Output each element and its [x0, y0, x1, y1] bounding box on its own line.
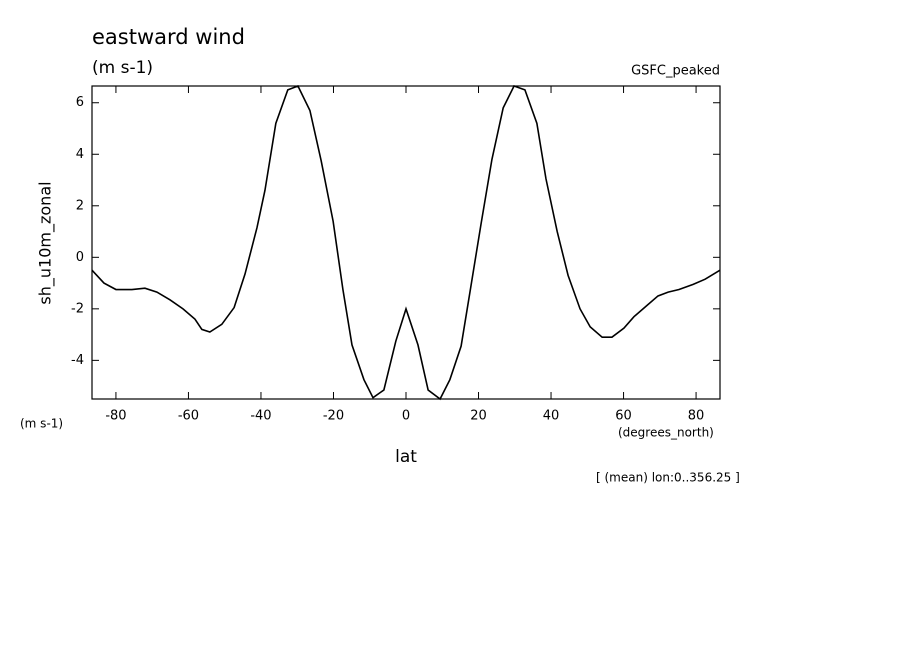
y-tick-label: 6 — [76, 95, 84, 110]
dataset-label: GSFC_peaked — [631, 64, 720, 79]
y-tick-label: 4 — [76, 147, 84, 162]
y-tick-label: 0 — [76, 250, 84, 265]
x-tick-label: 0 — [402, 409, 410, 424]
x-tick-label: -40 — [250, 409, 271, 424]
data-line — [91, 84, 721, 401]
chart-subtitle: (m s-1) — [92, 58, 153, 78]
x-tick-label: 80 — [688, 409, 705, 424]
plot-frame — [91, 85, 721, 400]
x-tick-label: -60 — [178, 409, 199, 424]
y-units: (m s-1) — [20, 417, 63, 431]
annotation: [ (mean) lon:0..356.25 ] — [596, 471, 740, 485]
y-tick-label: 2 — [76, 198, 84, 213]
x-tick-label: 60 — [615, 409, 632, 424]
x-axis-label: lat — [395, 447, 417, 467]
y-tick-label: -2 — [71, 301, 84, 316]
chart-title: eastward wind — [92, 25, 245, 49]
y-tick-label: -4 — [71, 353, 84, 368]
x-units: (degrees_north) — [618, 426, 714, 440]
y-axis-label: sh_u10m_zonal — [36, 181, 56, 304]
x-tick-label: -20 — [323, 409, 344, 424]
x-tick-label: -80 — [105, 409, 126, 424]
x-tick-label: 20 — [470, 409, 487, 424]
x-tick-label: 40 — [543, 409, 560, 424]
